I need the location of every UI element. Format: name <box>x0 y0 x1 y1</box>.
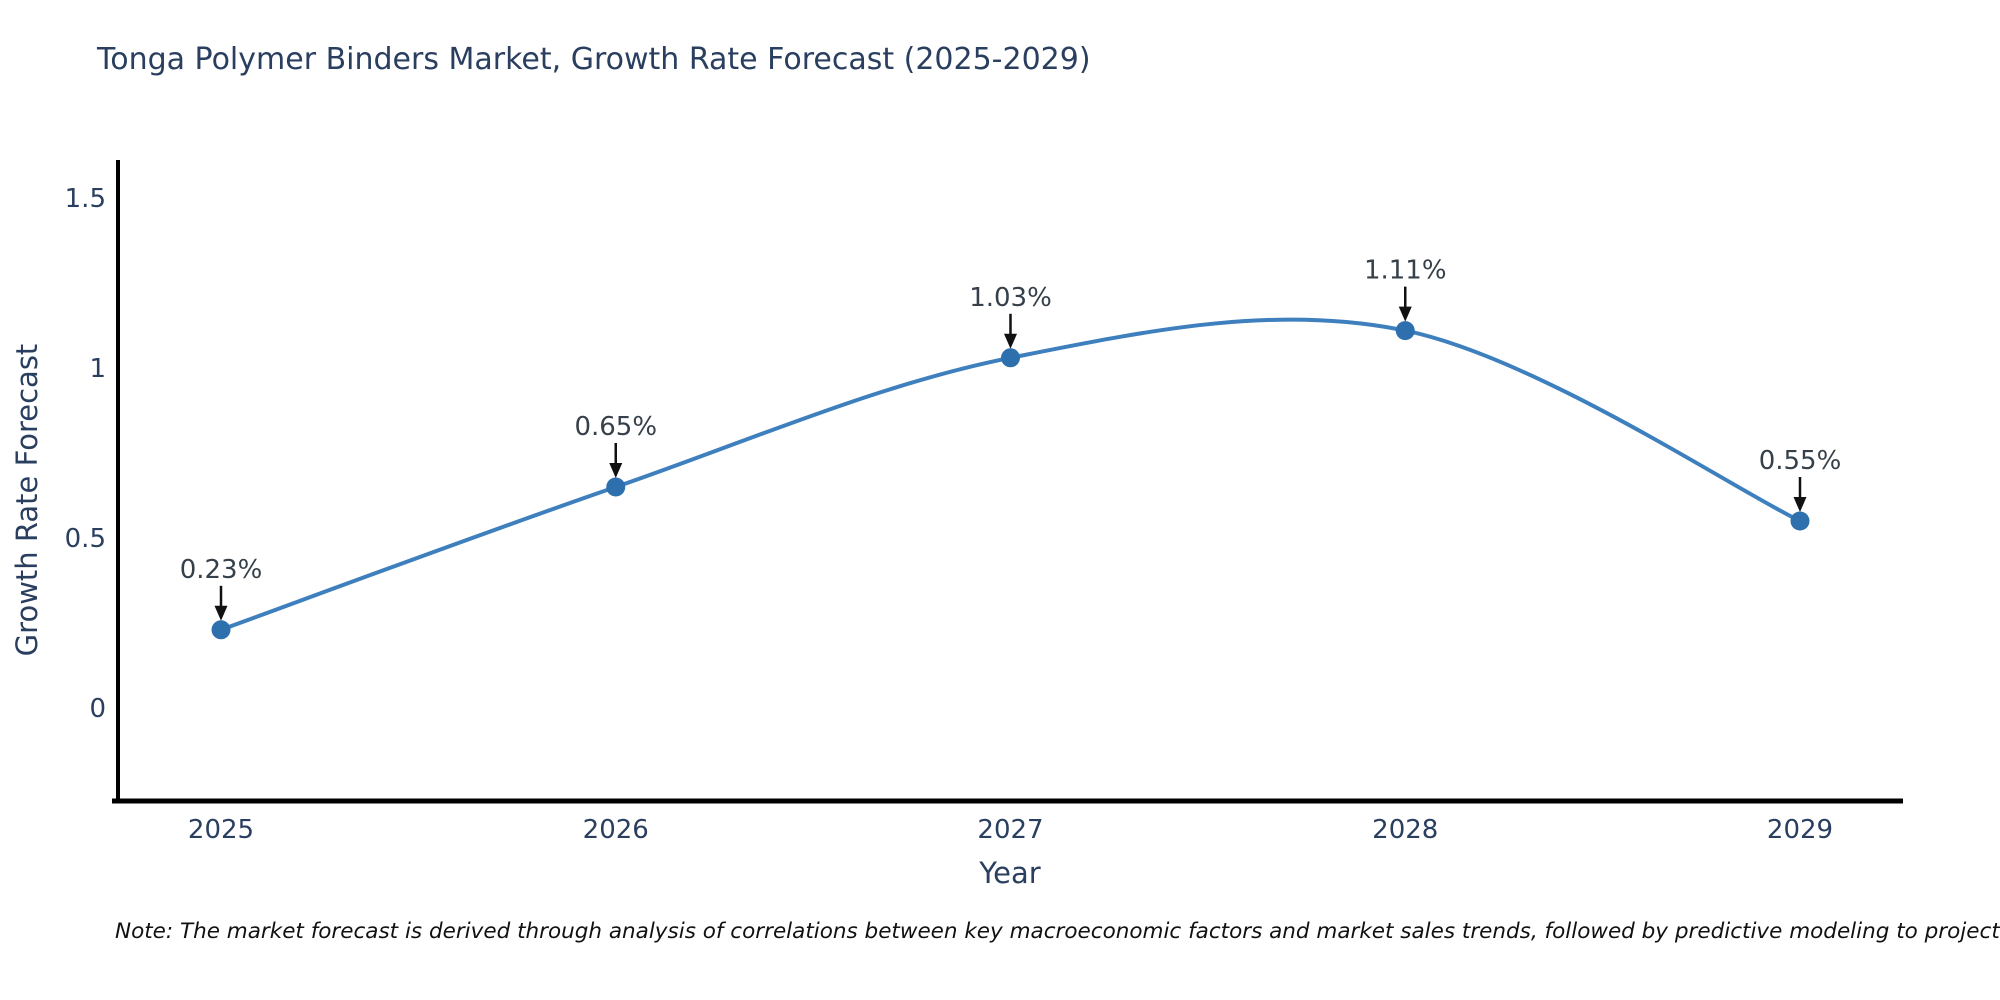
x-tick-label: 2026 <box>583 815 649 845</box>
point-label: 0.55% <box>1759 446 1842 476</box>
y-tick-label: 1 <box>89 354 106 384</box>
point-label: 1.11% <box>1364 256 1447 286</box>
x-tick-label: 2027 <box>977 815 1043 845</box>
x-tick-label: 2028 <box>1372 815 1438 845</box>
y-tick-label: 1.5 <box>65 184 106 214</box>
x-tick-label: 2029 <box>1767 815 1833 845</box>
annotation-arrowhead <box>609 463 623 478</box>
data-point-marker <box>1790 511 1810 531</box>
annotation-arrowhead <box>1398 306 1412 322</box>
footnote: Note: The market forecast is derived thr… <box>115 919 2000 944</box>
annotation-arrowhead <box>1793 497 1807 512</box>
point-label: 0.65% <box>574 412 657 442</box>
x-axis-title-text: Year <box>979 856 1041 890</box>
chart-title: Tonga Polymer Binders Market, Growth Rat… <box>97 42 1091 77</box>
point-label: 0.23% <box>180 555 263 585</box>
annotation-arrowhead <box>1004 333 1017 349</box>
x-tick-label: 2025 <box>188 815 254 845</box>
point-label: 1.03% <box>969 283 1052 313</box>
y-tick-label: 0.5 <box>65 524 106 554</box>
data-point-marker <box>211 620 231 640</box>
annotation-arrowhead <box>214 605 228 621</box>
y-tick-label: 0 <box>89 694 106 724</box>
data-point-marker <box>1395 321 1415 341</box>
data-point-marker <box>606 477 626 497</box>
data-point-marker <box>1001 348 1020 368</box>
